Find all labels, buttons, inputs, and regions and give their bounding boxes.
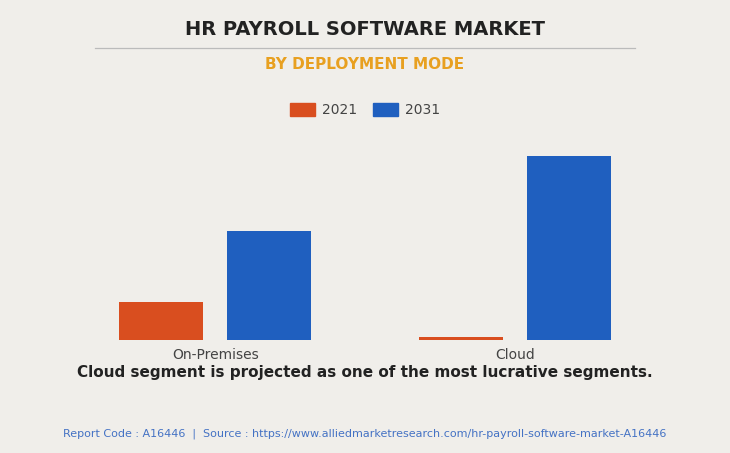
- Legend: 2021, 2031: 2021, 2031: [284, 97, 446, 123]
- Text: Report Code : A16446  |  Source : https://www.alliedmarketresearch.com/hr-payrol: Report Code : A16446 | Source : https://…: [64, 428, 666, 439]
- Bar: [527, 156, 610, 340]
- Text: BY DEPLOYMENT MODE: BY DEPLOYMENT MODE: [266, 57, 464, 72]
- Bar: [120, 302, 203, 340]
- Text: Cloud segment is projected as one of the most lucrative segments.: Cloud segment is projected as one of the…: [77, 365, 653, 380]
- Bar: [227, 231, 311, 340]
- Bar: [419, 337, 503, 340]
- Text: HR PAYROLL SOFTWARE MARKET: HR PAYROLL SOFTWARE MARKET: [185, 20, 545, 39]
